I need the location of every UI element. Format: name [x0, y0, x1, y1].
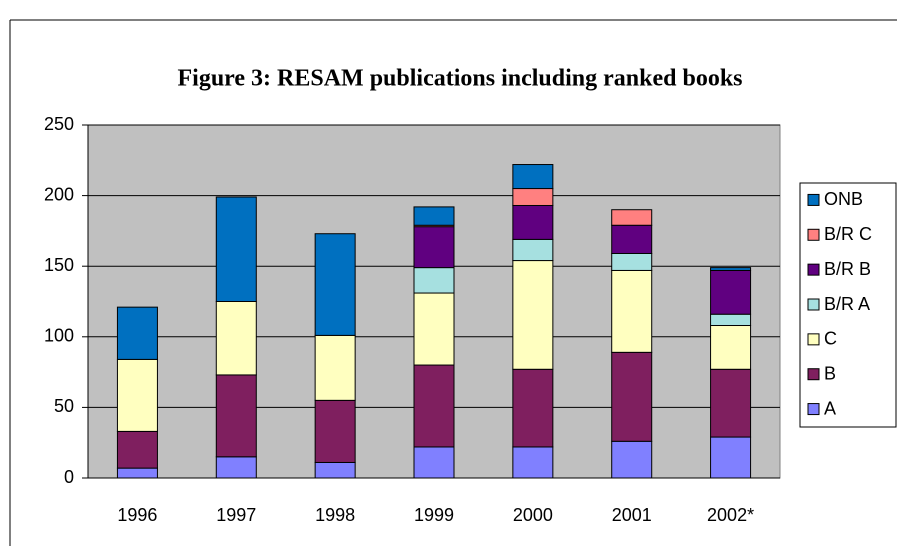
bar-segment	[710, 313, 752, 327]
bar-segment	[116, 430, 158, 469]
x-tick-label: 2001	[612, 505, 652, 525]
x-tick-label: 2002*	[707, 505, 754, 525]
bar-segment	[611, 252, 653, 271]
bar-segment	[512, 204, 554, 240]
bar-segment	[611, 209, 653, 226]
bar-segment	[314, 233, 356, 336]
bar-segment	[710, 436, 752, 479]
bar-segment	[314, 334, 356, 401]
bar-segment	[215, 196, 257, 302]
legend-label: ONB	[824, 189, 863, 209]
bar-segment	[512, 446, 554, 479]
legend-swatch	[807, 333, 820, 346]
legend-swatch	[807, 193, 820, 206]
legend-label: B/R B	[824, 259, 871, 279]
bar-segment	[314, 461, 356, 479]
bar-segment	[413, 446, 455, 479]
bar-segment	[512, 260, 554, 370]
bar-segment	[710, 269, 752, 315]
bar-segment	[611, 224, 653, 254]
bar-segment	[215, 301, 257, 376]
bar-segment	[116, 467, 158, 479]
bar-segment	[512, 188, 554, 206]
legend-swatch	[807, 403, 820, 416]
bar-segment	[215, 456, 257, 479]
bar-segment	[611, 440, 653, 479]
legend-swatch	[807, 228, 820, 241]
bar-segment	[710, 325, 752, 370]
x-tick-label: 1996	[117, 505, 157, 525]
legend-swatch	[807, 298, 820, 311]
bar-segment	[710, 267, 752, 271]
y-tick-label: 150	[44, 255, 74, 275]
y-tick-label: 0	[64, 467, 74, 487]
bar-segment	[413, 226, 455, 269]
y-tick-label: 50	[54, 396, 74, 416]
y-tick-label: 100	[44, 326, 74, 346]
bar-segment	[710, 368, 752, 438]
y-tick-label: 200	[44, 184, 74, 204]
bar-segment	[215, 374, 257, 458]
chart-title: Figure 3: RESAM publications including r…	[177, 66, 742, 92]
bar-segment	[611, 351, 653, 442]
bar-segment	[512, 238, 554, 262]
bar-segment	[413, 364, 455, 448]
bar-segment	[116, 306, 158, 360]
bar-segment	[314, 399, 356, 463]
legend-label: B/R C	[824, 224, 872, 244]
y-tick-label: 250	[44, 114, 74, 134]
bar-segment	[512, 368, 554, 448]
x-tick-label: 2000	[513, 505, 553, 525]
bar-segment	[512, 164, 554, 190]
bar-segment	[116, 358, 158, 432]
legend-label: C	[824, 329, 837, 349]
x-tick-label: 1999	[414, 505, 454, 525]
x-tick-label: 1997	[216, 505, 256, 525]
legend-label: A	[824, 398, 836, 418]
legend-label: B	[824, 363, 836, 383]
bar-segment	[611, 269, 653, 353]
bar-segment	[413, 267, 455, 294]
bar-segment	[413, 206, 455, 226]
bar-segment	[413, 292, 455, 366]
x-tick-label: 1998	[315, 505, 355, 525]
legend-swatch	[807, 263, 820, 276]
legend-swatch	[807, 368, 820, 381]
legend-label: B/R A	[824, 294, 870, 314]
